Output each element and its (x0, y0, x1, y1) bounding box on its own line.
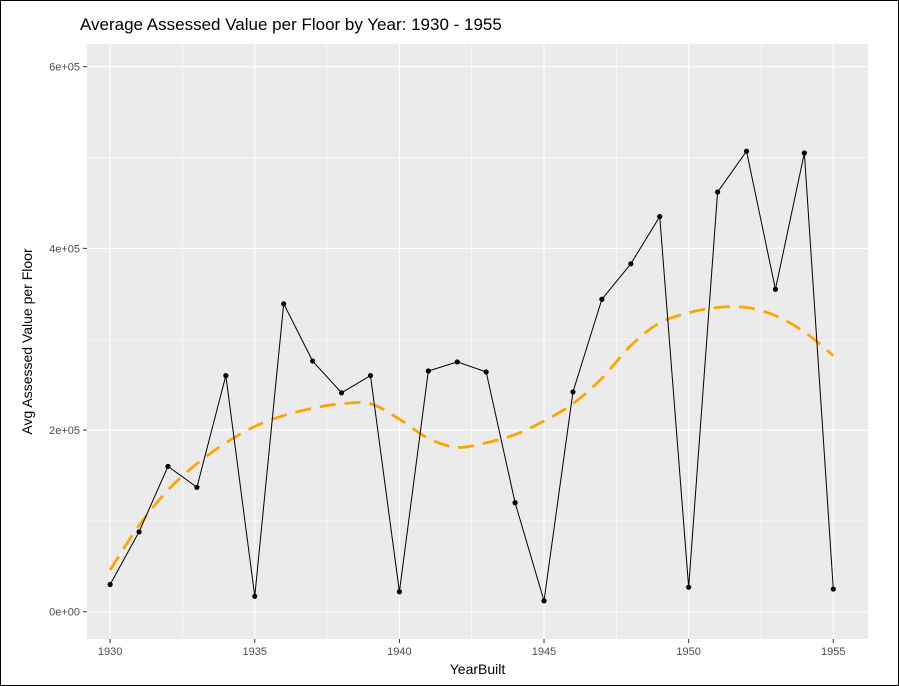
data-point (281, 301, 287, 307)
data-point (425, 368, 431, 374)
y-tick-label: 6e+05 (49, 62, 80, 74)
data-point (512, 500, 518, 506)
data-point (310, 358, 316, 364)
data-point (570, 389, 576, 395)
data-point (599, 296, 605, 302)
data-point (252, 593, 258, 599)
y-tick-label: 0e+00 (49, 607, 80, 619)
data-point (367, 372, 374, 379)
data-point (743, 148, 750, 154)
data-point (165, 463, 171, 470)
series-line (109, 149, 834, 601)
data-point (194, 484, 200, 490)
chart-title: Average Assessed Value per Floor by Year… (80, 15, 502, 34)
plot-panel (87, 44, 868, 639)
data-point (107, 581, 113, 588)
data-point (657, 213, 663, 220)
y-tick-label: 2e+05 (49, 425, 80, 437)
x-tick-label: 1950 (676, 646, 700, 658)
data-point (483, 369, 489, 375)
data-point (628, 261, 634, 267)
x-tick-label: 1955 (821, 646, 845, 658)
minor-gridlines (87, 44, 868, 639)
data-point (338, 390, 345, 396)
y-tick-label: 4e+05 (49, 243, 80, 255)
x-tick-labels: 1930 1935 1940 1945 1950 1955 (98, 646, 846, 658)
smooth-trend-line (108, 305, 835, 571)
data-point (714, 189, 721, 195)
data-point (541, 598, 547, 604)
axis-ticks (83, 66, 834, 643)
x-tick-label: 1945 (532, 646, 556, 658)
series-layer (107, 148, 836, 604)
data-point (223, 372, 229, 379)
data-point (454, 359, 460, 365)
x-tick-label: 1930 (98, 646, 122, 658)
data-point (801, 150, 807, 156)
y-tick-labels: 0e+00 2e+05 4e+05 6e+05 (49, 62, 80, 619)
data-point (772, 286, 779, 292)
x-tick-label: 1940 (387, 646, 411, 658)
x-axis-title: YearBuilt (450, 661, 506, 677)
major-gridlines (87, 44, 868, 639)
data-point (136, 529, 142, 535)
x-tick-label: 1935 (243, 646, 267, 658)
data-point (830, 586, 836, 592)
data-point (686, 584, 692, 590)
data-point (396, 589, 402, 595)
y-axis-title: Avg Assessed Value per Floor (19, 248, 35, 435)
